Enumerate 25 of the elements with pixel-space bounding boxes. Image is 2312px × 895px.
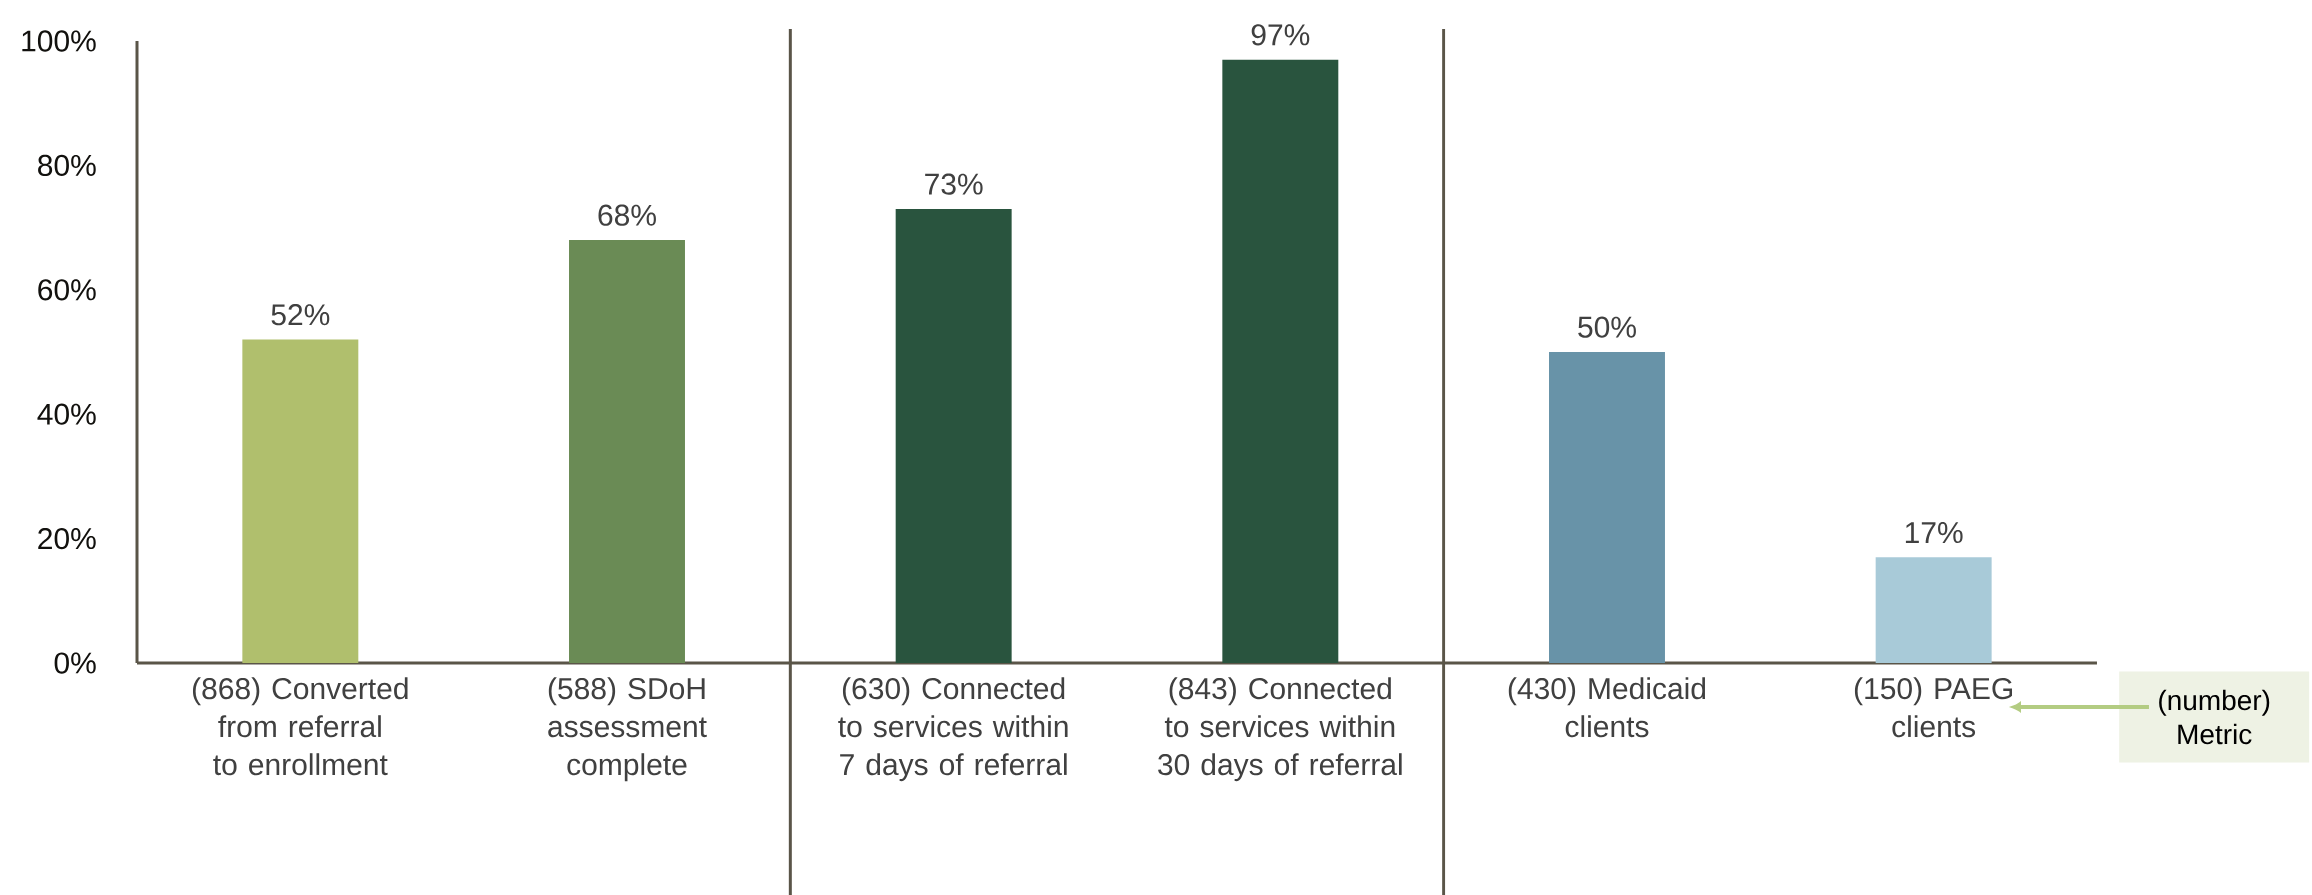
x-tick-label: (843) Connected to services within 30 days of referral — [1158, 677, 1402, 782]
y-tick-label: 100% — [22, 30, 96, 52]
data-label: 68% — [598, 204, 656, 226]
data-label: 52% — [271, 304, 330, 326]
data-label: 50% — [1578, 316, 1636, 338]
data-label: 17% — [1905, 522, 1963, 544]
x-tick-label: (868) Converted from referral to enrollment — [192, 677, 408, 776]
bar — [242, 339, 359, 664]
bar — [895, 208, 1012, 664]
x-tick-label: (430) Medicaid clients — [1508, 677, 1706, 738]
y-tick-label: 60% — [38, 279, 96, 301]
x-tick-label: (630) Connected to services within 7 days of referral — [838, 677, 1068, 782]
x-tick-label: (150) PAEG clients — [1854, 677, 2013, 738]
y-tick-label: 0% — [54, 652, 96, 674]
y-tick-label: 40% — [37, 403, 96, 425]
data-label: 97% — [1251, 24, 1310, 46]
bar — [1875, 557, 1992, 664]
data-label: 73% — [925, 173, 983, 195]
bar — [569, 240, 685, 664]
y-tick-label: 80% — [38, 154, 96, 177]
text: (number) Metric — [2159, 689, 2270, 745]
bar — [1222, 59, 1339, 664]
y-tick-label: 20% — [38, 527, 96, 550]
bar — [1549, 352, 1665, 664]
x-tick-label: (588) SDoH assessment complete — [548, 677, 707, 782]
